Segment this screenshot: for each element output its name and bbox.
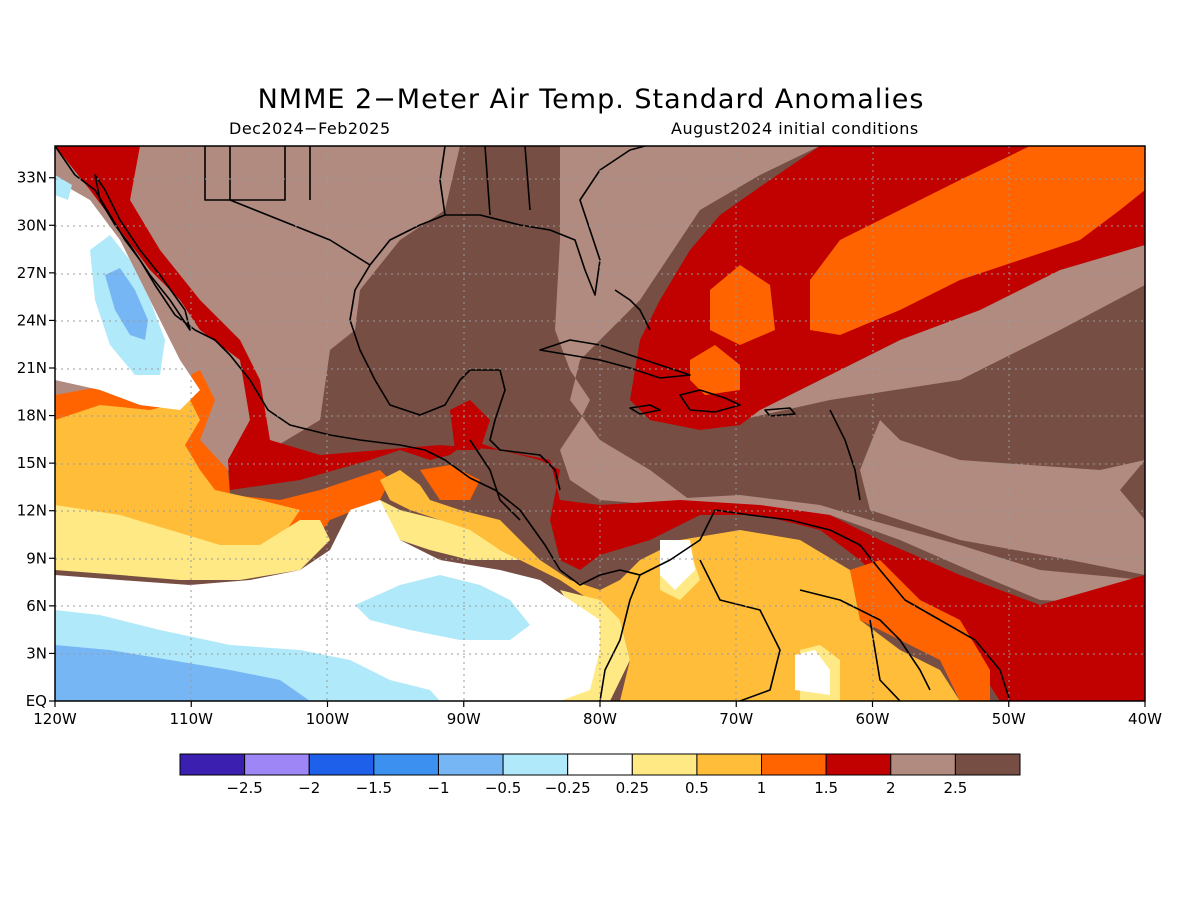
colorbar-label: −1.5: [356, 779, 392, 797]
lon-tick-label: 40W: [1128, 710, 1162, 728]
initial-conditions: August2024 initial conditions: [671, 119, 919, 138]
lat-tick-label: 15N: [17, 454, 47, 472]
colorbar-swatch: [567, 753, 633, 776]
colorbar-label: −2.5: [226, 779, 262, 797]
colorbar-label: −1: [427, 779, 449, 797]
lon-tick-label: 60W: [856, 710, 890, 728]
lon-tick-label: 110W: [170, 710, 214, 728]
colorbar-label: 2.5: [943, 779, 967, 797]
colorbar-swatch: [696, 753, 763, 776]
anomaly-region-0.25-0.5: [55, 505, 330, 580]
lat-tick-label: 33N: [17, 169, 47, 187]
lat-tick-label: EQ: [26, 692, 47, 710]
colorbar-swatch: [373, 753, 439, 776]
lon-tick-label: 90W: [447, 710, 481, 728]
colorbar-label: 1: [757, 779, 767, 797]
lat-tick-label: 9N: [26, 549, 47, 567]
coastlines: [55, 146, 1011, 701]
lat-tick-label: 21N: [17, 359, 47, 377]
lon-tick-label: 70W: [719, 710, 753, 728]
anomaly-region-1-1.5: [710, 265, 775, 345]
colorbar-swatch: [890, 753, 956, 776]
lat-tick-label: 3N: [26, 644, 47, 662]
anomaly-region-minus-0.5-1: [55, 645, 310, 701]
anomaly-region-2-2.5: [555, 146, 820, 505]
forecast-period: Dec2024−Feb2025: [229, 119, 391, 138]
colorbar-swatch: [954, 753, 1021, 776]
colorbar-swatch: [825, 753, 892, 776]
anomaly-field: [55, 146, 1145, 701]
map-title: NMME 2−Meter Air Temp. Standard Anomalie…: [257, 84, 925, 115]
colorbar-swatch: [631, 753, 698, 776]
lon-tick-label: 120W: [33, 710, 77, 728]
lat-tick-label: 30N: [17, 216, 47, 234]
colorbar-swatch: [308, 753, 375, 776]
colorbar-label: −2: [298, 779, 320, 797]
lon-tick-label: 100W: [306, 710, 350, 728]
anomaly-region-1-1.5: [850, 560, 990, 701]
colorbar-swatch: [502, 753, 569, 776]
colorbar-label: 0.5: [685, 779, 709, 797]
lon-tick-label: 80W: [583, 710, 617, 728]
anomaly-region-1-1.5: [810, 146, 1145, 335]
anomaly-region-near-zero: [795, 650, 830, 695]
anomaly-region-2-2.5: [740, 245, 1145, 420]
anomaly-region-2-2.5: [860, 420, 1145, 575]
colorbar-swatch: [437, 753, 504, 776]
anomaly-region-1.5-2: [55, 146, 1145, 701]
lon-tick-label: 50W: [992, 710, 1026, 728]
latitude-axis: 33N 30N 27N 24N 21N 18N 15N 12N 9N 6N 3N EQ: [17, 169, 55, 710]
colorbar-swatch: [179, 753, 246, 776]
anomaly-region-minus-0.25-0.5: [355, 575, 530, 640]
anomaly-region-2-2.5: [650, 495, 1145, 605]
colorbar-label: −0.25: [545, 779, 591, 797]
lat-tick-label: 18N: [17, 407, 47, 425]
lat-tick-label: 27N: [17, 264, 47, 282]
lat-tick-label: 24N: [17, 311, 47, 329]
anomaly-region-0.25-0.5: [380, 500, 520, 560]
anomaly-region-1.5-2: [450, 400, 490, 450]
colorbar-swatch: [244, 753, 310, 776]
colorbar-label: 1.5: [814, 779, 838, 797]
colorbar: −2.5 −2 −1.5 −1 −0.5 −0.25 0.25 0.5 1 1.5 2 2.5: [179, 753, 1021, 797]
longitude-axis: 120W 110W 100W 90W 80W 70W 60W 50W 40W: [33, 701, 1162, 728]
lat-tick-label: 12N: [17, 502, 47, 520]
lat-tick-label: 6N: [26, 597, 47, 615]
colorbar-label: 2: [886, 779, 896, 797]
anomaly-region-minus-0.25-0.5: [55, 175, 72, 200]
anomaly-region-near-zero: [660, 540, 695, 590]
colorbar-label: 0.25: [616, 779, 649, 797]
grid-lines: [55, 146, 1145, 701]
anomaly-region-1-1.5: [690, 345, 740, 395]
anomaly-region-minus-0.5-1: [105, 268, 148, 340]
anomaly-region-0.25-0.5: [560, 590, 630, 701]
colorbar-swatch: [761, 753, 827, 776]
colorbar-label: −0.5: [485, 779, 521, 797]
